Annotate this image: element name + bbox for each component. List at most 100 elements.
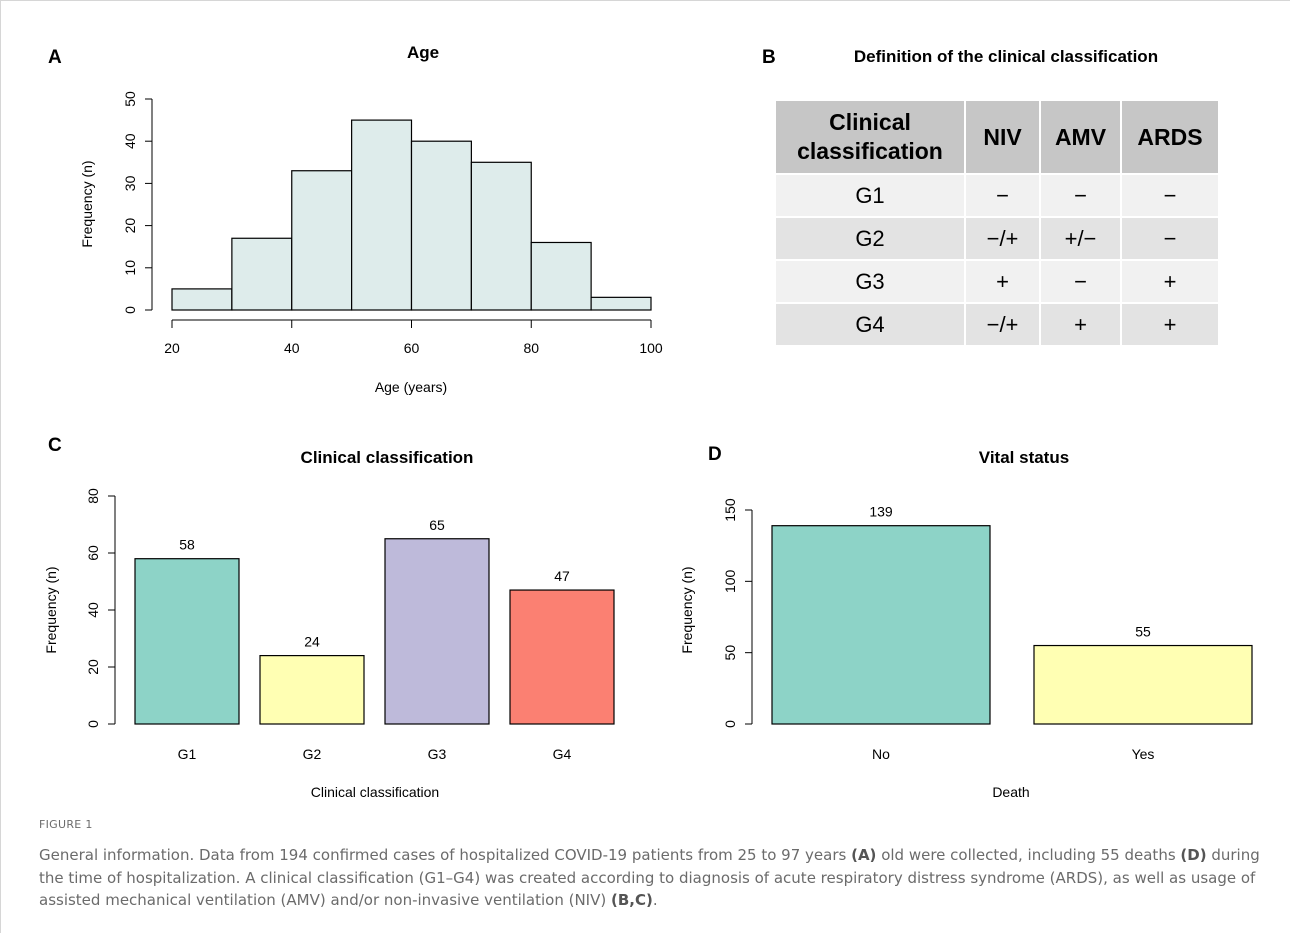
y-tick-label: 0 — [722, 720, 738, 728]
panel-letter-d: D — [708, 444, 722, 465]
x-tick-label: 40 — [284, 340, 300, 356]
x-tick-label: G1 — [178, 746, 197, 762]
table-cell: − — [1121, 174, 1218, 218]
bar-g3 — [384, 538, 490, 725]
header-niv: NIV — [965, 101, 1041, 175]
histogram-bar — [351, 119, 413, 311]
classification-table: Clinical classification NIV AMV ARDS G1 … — [776, 101, 1218, 347]
y-tick-label: 100 — [722, 569, 738, 593]
panel-letter-c: C — [48, 435, 62, 456]
table-cell: − — [965, 174, 1041, 218]
caption-panel-ref: (B,C) — [611, 891, 653, 909]
header-ards: ARDS — [1121, 101, 1218, 175]
x-tick-label: 20 — [164, 340, 180, 356]
data-label: 24 — [304, 634, 320, 650]
y-tick-label: 60 — [85, 545, 101, 561]
panel-letter-b: B — [762, 47, 776, 68]
caption-text: General information. Data from 194 confi… — [39, 844, 1269, 912]
data-label: 65 — [429, 517, 445, 533]
clinical-classification-chart: 58 G1 24 G2 65 G3 47 G4 0 20 40 60 80 Clinical classi… — [43, 448, 615, 800]
caption-panel-ref: (D) — [1180, 846, 1207, 864]
x-tick-label: Yes — [1132, 746, 1155, 762]
data-label: 58 — [179, 537, 195, 553]
y-tick-label: 0 — [122, 306, 138, 314]
histogram-bar — [590, 296, 652, 311]
x-tick-label: G2 — [303, 746, 322, 762]
table-cell: G4 — [776, 303, 966, 347]
caption-panel-ref: (A) — [851, 846, 877, 864]
histogram-bar — [530, 241, 592, 311]
table-cell: +/− — [1040, 217, 1122, 261]
x-tick-label: 100 — [639, 340, 663, 356]
histogram-bar — [470, 161, 532, 311]
y-axis-label: Frequency (n) — [43, 566, 59, 653]
age-histogram: 20 40 60 80 100 0 10 20 30 40 50 Age Age (years) Freq… — [79, 43, 663, 395]
data-label: 139 — [869, 504, 893, 520]
y-tick-label: 80 — [85, 488, 101, 504]
table-row: G2 −/+ +/− − — [776, 217, 1218, 261]
data-label: 47 — [554, 568, 570, 584]
y-tick-label: 40 — [85, 602, 101, 618]
x-tick-label: No — [872, 746, 890, 762]
y-tick-label: 20 — [85, 659, 101, 675]
header-clinical-classification: Clinical classification — [776, 101, 966, 175]
y-axis-label: Frequency (n) — [679, 566, 695, 653]
x-axis-label: Clinical classification — [311, 784, 439, 800]
bar-no — [771, 525, 991, 725]
table-cell: G2 — [776, 217, 966, 261]
y-tick-label: 50 — [722, 645, 738, 661]
vital-status-chart: 139 No 55 Yes 0 50 100 150 Vital status Death Freq… — [679, 448, 1253, 800]
y-axis-label: Frequency (n) — [79, 160, 95, 247]
caption-segment: . — [652, 891, 658, 909]
y-tick-label: 10 — [122, 260, 138, 276]
x-tick-label: 80 — [523, 340, 539, 356]
table-cell: − — [1040, 260, 1122, 304]
data-label: 55 — [1135, 624, 1151, 640]
table-cell: + — [1121, 303, 1218, 347]
table-cell: −/+ — [965, 217, 1041, 261]
y-tick-label: 0 — [85, 720, 101, 728]
table-cell: G1 — [776, 174, 966, 218]
histogram-bar — [231, 237, 293, 311]
table-cell: − — [1121, 217, 1218, 261]
table-cell: + — [1121, 260, 1218, 304]
caption-segment: during the time of hospitalization. A cl… — [39, 846, 1260, 909]
table-row: G4 −/+ + + — [776, 303, 1218, 347]
x-tick-label: G3 — [428, 746, 447, 762]
chart-title: Age — [407, 43, 439, 62]
figure-label: FIGURE 1 — [39, 818, 93, 831]
bar-g1 — [134, 558, 240, 725]
x-axis-label: Death — [992, 784, 1029, 800]
table-row: G1 − − − — [776, 174, 1218, 218]
bar-yes — [1033, 644, 1253, 725]
y-tick-label: 40 — [122, 133, 138, 149]
caption-segment: old were collected, including 55 deaths — [876, 846, 1181, 864]
y-tick-label: 150 — [722, 498, 738, 522]
histogram-bar — [291, 170, 353, 311]
caption-segment: General information. Data from 194 confi… — [39, 846, 852, 864]
table-row: G3 + − + — [776, 260, 1218, 304]
table-cell: G3 — [776, 260, 966, 304]
x-tick-label: 60 — [404, 340, 420, 356]
y-tick-label: 20 — [122, 218, 138, 234]
header-amv: AMV — [1040, 101, 1122, 175]
bar-g2 — [259, 654, 365, 725]
x-tick-label: G4 — [553, 746, 572, 762]
x-axis-label: Age (years) — [375, 379, 447, 395]
chart-title: Clinical classification — [301, 448, 474, 467]
chart-title: Vital status — [979, 448, 1069, 467]
table-header-row: Clinical classification NIV AMV ARDS — [776, 101, 1218, 175]
panel-letter-a: A — [48, 47, 62, 68]
table-cell: −/+ — [965, 303, 1041, 347]
table-cell: + — [965, 260, 1041, 304]
table-cell: + — [1040, 303, 1122, 347]
histogram-bar — [171, 288, 233, 311]
table-title: Definition of the clinical classificatio… — [854, 47, 1158, 66]
histogram-bar — [410, 140, 472, 311]
table-cell: − — [1040, 174, 1122, 218]
bar-g4 — [509, 589, 615, 725]
y-tick-label: 30 — [122, 175, 138, 191]
figure-caption: FIGURE 1 General information. Data from … — [39, 818, 1269, 912]
